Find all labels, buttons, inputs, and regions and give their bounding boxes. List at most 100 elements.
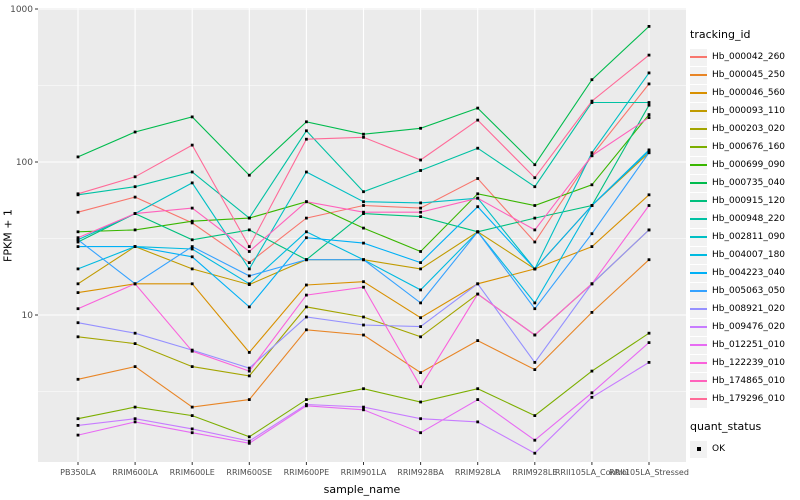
data-point [76,282,80,286]
legend-key [690,84,707,102]
legend-item: Hb_179296_010 [690,390,800,408]
data-point [133,365,137,368]
data-point [647,149,651,153]
legend-item-label: Hb_000735_040 [712,178,786,188]
data-point [476,192,480,196]
data-point [190,365,194,368]
legend-color-line [690,74,707,76]
data-point [362,408,365,412]
data-point [647,258,651,262]
legend-title-quant-status: quant_status [690,420,762,433]
x-tick-label: RRIM928LA [455,468,501,477]
data-point [305,216,308,220]
data-point [362,405,365,409]
data-point [247,282,251,286]
legend-key [690,354,707,372]
legend-item: Hb_000676_160 [690,138,800,156]
x-tick-label: RRIM600LA [112,468,158,477]
legend-key [690,246,707,264]
legend-item-label: Hb_000948_220 [712,214,786,224]
data-point [647,193,651,197]
legend-item-label: Hb_179296_010 [712,394,786,404]
legend-item: Hb_000045_250 [690,66,800,84]
data-point [647,71,651,75]
legend-color-line [690,200,707,202]
data-point [476,146,480,150]
data-point [647,341,651,344]
data-point [362,323,365,327]
data-point [190,267,194,271]
legend-key [690,156,707,174]
x-tick-label: RRII105LA_Control [555,468,629,477]
data-point [476,230,480,234]
data-point [590,232,594,236]
legend-quant-item: OK [690,440,800,458]
legend-color-line [690,254,707,256]
legend-color-line [690,146,707,148]
data-point [590,395,594,399]
data-point [476,292,480,296]
data-point [305,258,308,262]
data-point [133,342,137,345]
legend-key [690,390,707,408]
data-point [533,240,537,244]
legend-key [690,102,707,120]
data-point [76,424,80,427]
legend-item-label: Hb_000093_110 [712,106,786,116]
legend-item-label: Hb_000699_090 [712,160,786,170]
data-point [305,404,308,408]
data-point [76,240,80,244]
x-tick-label: RRIM600SE [226,468,272,477]
legend-color-line [690,326,707,328]
data-point [247,261,251,264]
data-point [590,369,594,373]
legend-quant-label: OK [712,444,725,454]
data-point [190,143,194,147]
data-point [305,293,308,297]
data-point [476,420,480,424]
legend-color-line [690,308,707,310]
legend-color-line [690,272,707,274]
legend-item-label: Hb_004007_180 [712,250,786,260]
y-tick-label: 10 [22,311,34,321]
data-point [247,435,251,439]
data-point [647,101,651,104]
data-point [76,377,80,381]
legend-color-line [690,290,707,292]
data-point [647,361,651,364]
data-point [76,155,80,159]
data-point [590,99,594,103]
legend-item-label: Hb_000915_120 [712,196,786,206]
data-point [133,331,137,335]
data-point [647,228,651,232]
data-point [533,307,537,311]
data-point [305,170,308,174]
legend-key [690,138,707,156]
legend-item: Hb_122239_010 [690,354,800,372]
data-point [647,204,651,207]
legend-item-label: Hb_000042_260 [712,52,786,62]
data-point [590,282,594,286]
data-point [76,267,80,271]
data-point [362,280,365,284]
legend-item: Hb_000046_560 [690,84,800,102]
data-point [76,307,80,311]
data-point [533,301,537,305]
data-point [247,274,251,278]
data-point [419,335,422,339]
data-point [362,258,365,262]
data-point [362,241,365,245]
legend-item-label: Hb_009476_020 [712,322,786,332]
data-point [362,210,365,214]
legend-key [690,282,707,300]
data-point [590,78,594,82]
data-point [133,417,137,421]
data-point [247,267,251,271]
data-point [647,25,651,28]
legend-item: Hb_005063_050 [690,282,800,300]
data-point [476,177,480,180]
legend-color-line [690,380,707,382]
legend-item: Hb_004007_180 [690,246,800,264]
legend-key [690,228,707,246]
legend-items: Hb_000042_260 Hb_000045_250 Hb_000046_560 H… [690,48,800,408]
